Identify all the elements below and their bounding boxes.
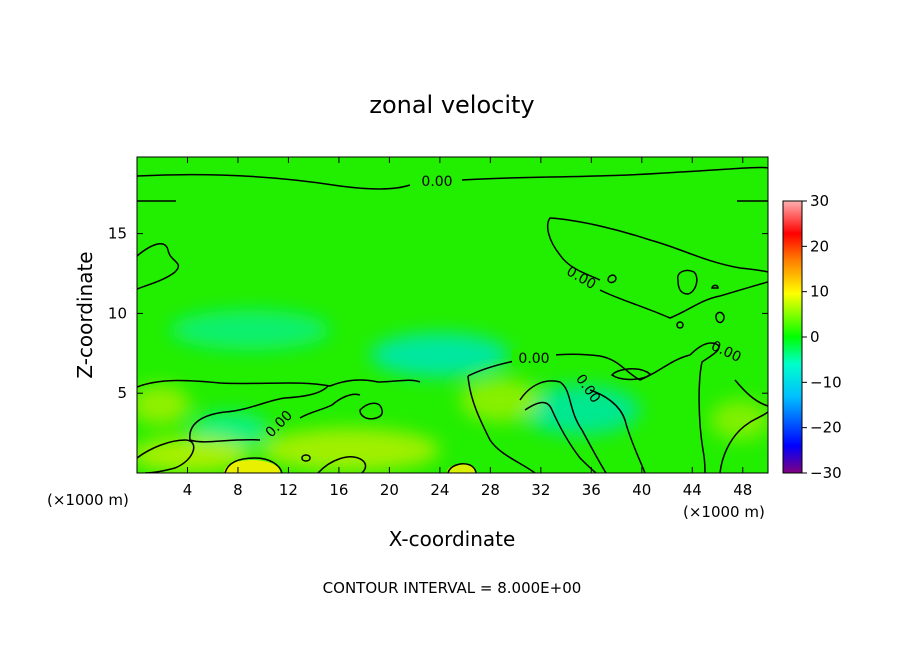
- y-tick-label: 10: [108, 304, 127, 322]
- contour-line: [189, 385, 329, 441]
- contour-line: [589, 389, 646, 473]
- contour-interval-note: CONTOUR INTERVAL = 8.000E+00: [323, 579, 582, 597]
- field-patch-fast-1: [137, 437, 250, 473]
- colorbar-tick-label: 0: [810, 328, 820, 346]
- field-patch-fast-3: [460, 378, 540, 422]
- x-tick-label: 40: [632, 481, 651, 499]
- contour-line: [467, 353, 691, 381]
- contour-line: [711, 284, 719, 289]
- field-patch-fast-2: [260, 428, 440, 472]
- colorbar-tick-label: 30: [810, 192, 829, 210]
- contour-line: [189, 438, 261, 443]
- colorbar-tick-label: 10: [810, 283, 829, 301]
- x-tick-label: 32: [531, 481, 550, 499]
- x-axis-unit-right: (×1000 m): [683, 503, 765, 521]
- contour-line: [689, 342, 720, 473]
- contour-line: [301, 454, 311, 462]
- contour-line: [137, 439, 195, 473]
- contour-line: [461, 166, 768, 181]
- x-tick-label: 36: [582, 481, 601, 499]
- field-patch-fast-4: [137, 385, 190, 425]
- contour-line: [299, 393, 361, 419]
- x-tick-label: 4: [183, 481, 193, 499]
- contour-line: [677, 269, 698, 295]
- contour-line: [547, 217, 768, 281]
- colorbar-ticks: 30 20 10 0 −10 −20 −30: [802, 192, 842, 482]
- colorbar-tick-label: −20: [810, 419, 842, 437]
- heatmap-field: 0.00 0.00 0.00 0.00 0.00 0.00: [137, 157, 768, 473]
- contour-line: [715, 311, 725, 324]
- field-patch-slow-center: [370, 333, 510, 377]
- contour-line: [734, 379, 768, 407]
- contour-label: 0.00: [518, 351, 549, 367]
- field-patch-fast-5: [710, 400, 768, 440]
- field-peak-2: [447, 464, 475, 473]
- contour-line: [719, 411, 768, 473]
- x-tick-label: 24: [430, 481, 449, 499]
- x-tick-label: 28: [481, 481, 500, 499]
- contour-line: [137, 379, 421, 388]
- colorbar-tick-label: −10: [810, 373, 842, 391]
- chart-title: zonal velocity: [369, 91, 534, 119]
- field-patch-slow-mid: [170, 310, 330, 350]
- contour-line: [467, 375, 536, 473]
- contour-line: [137, 242, 180, 290]
- contour-line: [676, 321, 684, 329]
- contour-line: [599, 281, 768, 319]
- field-patch-slow-right: [520, 385, 640, 435]
- colorbar-tick-label: −30: [810, 464, 842, 482]
- x-tick-label: 12: [279, 481, 298, 499]
- y-tick-label: 5: [117, 384, 127, 402]
- contour-line: [447, 463, 477, 473]
- contour-label: 0.00: [421, 174, 452, 190]
- x-axis-label: X-coordinate: [389, 527, 516, 551]
- x-tick-label: 16: [329, 481, 348, 499]
- y-axis-label: Z-coordinate: [73, 251, 97, 378]
- contour-line: [137, 173, 411, 190]
- colorbar-tick-label: 20: [810, 237, 829, 255]
- contour-line: [317, 456, 367, 473]
- contour-line: [607, 274, 617, 284]
- colorbar: [782, 200, 803, 474]
- x-tick-label: 20: [380, 481, 399, 499]
- contour-line: [519, 380, 607, 473]
- contour-line: [359, 402, 383, 420]
- x-tick-label: 44: [683, 481, 702, 499]
- x-axis-unit-left: (×1000 m): [47, 491, 129, 509]
- contour-lines: [137, 166, 768, 473]
- plot-frame: [136, 156, 769, 474]
- x-tick-label: 48: [733, 481, 752, 499]
- y-tick-label: 15: [108, 225, 127, 243]
- contour-line: [610, 368, 652, 381]
- x-axis-ticks: 4 8 12 16 20 24 28 32 36 40 44 48: [183, 157, 752, 499]
- contour-line: [224, 457, 283, 473]
- y-axis-ticks: 5 10 15: [108, 225, 768, 402]
- x-tick-label: 8: [233, 481, 243, 499]
